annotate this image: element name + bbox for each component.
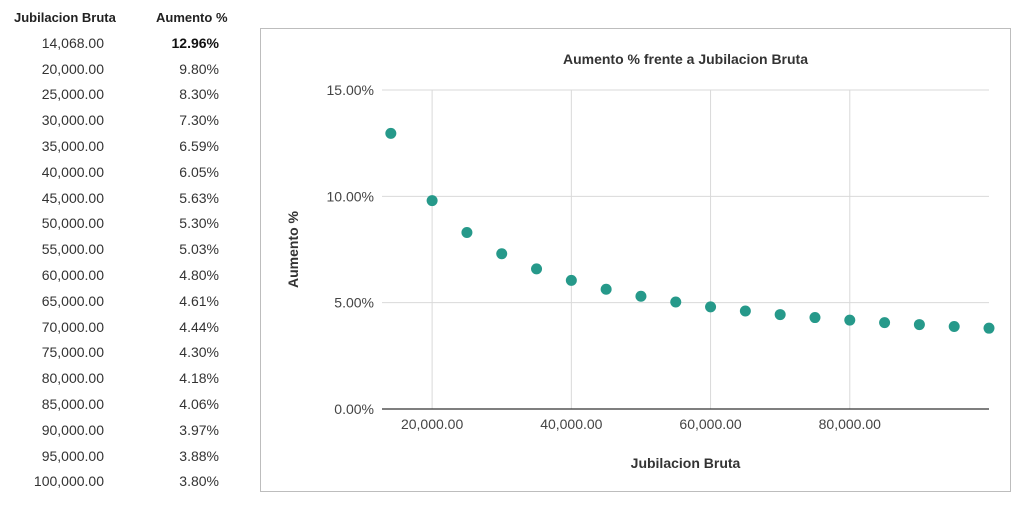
table-row: 75,000.00 4.30% <box>0 340 250 366</box>
data-point <box>496 248 508 260</box>
table-row: 25,000.00 8.30% <box>0 82 250 108</box>
cell-aumento[interactable]: 5.63% <box>179 189 219 206</box>
table-row: 65,000.00 4.61% <box>0 288 250 314</box>
table-row: 20,000.00 9.80% <box>0 56 250 82</box>
data-point <box>385 127 397 139</box>
cell-jubilacion[interactable]: 100,000.00 <box>33 473 104 490</box>
table-row: 95,000.00 3.88% <box>0 443 250 469</box>
data-point <box>600 283 612 295</box>
x-tick-label: 60,000.00 <box>679 416 741 432</box>
data-table: Jubilacion Bruta Aumento % 14,068.00 12.9… <box>0 4 250 494</box>
table-row: 60,000.00 4.80% <box>0 262 250 288</box>
column-header-aumento[interactable]: Aumento % <box>156 9 228 25</box>
table-row: 100,000.00 3.80% <box>0 469 250 495</box>
cell-aumento[interactable]: 3.97% <box>179 421 219 438</box>
cell-aumento[interactable]: 3.88% <box>179 447 219 464</box>
data-point <box>461 226 473 238</box>
cell-aumento[interactable]: 6.05% <box>179 163 219 180</box>
data-point <box>983 322 995 334</box>
cell-jubilacion[interactable]: 55,000.00 <box>41 241 104 258</box>
x-tick-label: 40,000.00 <box>540 416 602 432</box>
cell-jubilacion[interactable]: 35,000.00 <box>41 138 104 155</box>
x-tick-label: 20,000.00 <box>401 416 463 432</box>
data-point <box>426 195 438 207</box>
table-row: 40,000.00 6.05% <box>0 159 250 185</box>
table-row: 90,000.00 3.97% <box>0 417 250 443</box>
table-row: 14,068.00 12.96% <box>0 30 250 56</box>
cell-jubilacion[interactable]: 65,000.00 <box>41 292 104 309</box>
cell-aumento[interactable]: 4.61% <box>179 292 219 309</box>
cell-jubilacion[interactable]: 75,000.00 <box>41 344 104 361</box>
cell-aumento[interactable]: 4.80% <box>179 267 219 284</box>
table-row: 85,000.00 4.06% <box>0 391 250 417</box>
cell-jubilacion[interactable]: 90,000.00 <box>41 421 104 438</box>
table-row: 50,000.00 5.30% <box>0 211 250 237</box>
data-point <box>531 263 543 275</box>
y-tick-label: 5.00% <box>334 295 374 311</box>
y-axis-title: Aumento % <box>285 210 301 288</box>
cell-aumento[interactable]: 3.80% <box>179 473 219 490</box>
cell-jubilacion[interactable]: 60,000.00 <box>41 267 104 284</box>
x-axis-title: Jubilacion Bruta <box>631 455 741 471</box>
cell-aumento[interactable]: 7.30% <box>179 112 219 129</box>
y-tick-label: 10.00% <box>327 188 374 204</box>
data-point <box>913 319 925 331</box>
table-header-row: Jubilacion Bruta Aumento % <box>0 4 250 30</box>
table-row: 70,000.00 4.44% <box>0 314 250 340</box>
column-header-jubilacion[interactable]: Jubilacion Bruta <box>14 9 116 25</box>
cell-aumento[interactable]: 12.96% <box>171 34 219 51</box>
data-point <box>670 296 682 308</box>
cell-aumento[interactable]: 6.59% <box>179 138 219 155</box>
data-point <box>635 290 647 302</box>
table-row: 55,000.00 5.03% <box>0 236 250 262</box>
cell-aumento[interactable]: 4.44% <box>179 318 219 335</box>
cell-jubilacion[interactable]: 85,000.00 <box>41 396 104 413</box>
data-point <box>774 309 786 321</box>
data-point <box>739 305 751 317</box>
scatter-chart[interactable]: Aumento % frente a Jubilacion Bruta 0.00%… <box>260 28 1011 492</box>
cell-jubilacion[interactable]: 14,068.00 <box>41 34 104 51</box>
cell-jubilacion[interactable]: 45,000.00 <box>41 189 104 206</box>
y-tick-label: 15.00% <box>327 82 374 98</box>
cell-aumento[interactable]: 5.03% <box>179 241 219 258</box>
data-point <box>809 312 821 324</box>
cell-aumento[interactable]: 4.30% <box>179 344 219 361</box>
cell-jubilacion[interactable]: 50,000.00 <box>41 215 104 232</box>
cell-jubilacion[interactable]: 70,000.00 <box>41 318 104 335</box>
cell-jubilacion[interactable]: 30,000.00 <box>41 112 104 129</box>
cell-aumento[interactable]: 5.30% <box>179 215 219 232</box>
table-body: 14,068.00 12.96% 20,000.00 9.80% 25,000.00 8.… <box>0 30 250 494</box>
cell-aumento[interactable]: 8.30% <box>179 86 219 103</box>
data-point <box>565 274 577 286</box>
table-row: 45,000.00 5.63% <box>0 185 250 211</box>
data-point <box>879 317 891 329</box>
chart-svg: Aumento % frente a Jubilacion Bruta 0.00%… <box>285 51 995 471</box>
chart-title: Aumento % frente a Jubilacion Bruta <box>563 51 808 67</box>
cell-jubilacion[interactable]: 80,000.00 <box>41 370 104 387</box>
x-tick-label: 80,000.00 <box>819 416 881 432</box>
cell-jubilacion[interactable]: 20,000.00 <box>41 60 104 77</box>
table-row: 80,000.00 4.18% <box>0 365 250 391</box>
table-row: 35,000.00 6.59% <box>0 133 250 159</box>
cell-jubilacion[interactable]: 25,000.00 <box>41 86 104 103</box>
data-point <box>948 320 960 332</box>
cell-jubilacion[interactable]: 95,000.00 <box>41 447 104 464</box>
table-row: 30,000.00 7.30% <box>0 107 250 133</box>
cell-aumento[interactable]: 4.18% <box>179 370 219 387</box>
data-point <box>705 301 717 313</box>
y-tick-label: 0.00% <box>334 401 374 417</box>
cell-aumento[interactable]: 9.80% <box>179 60 219 77</box>
cell-aumento[interactable]: 4.06% <box>179 396 219 413</box>
cell-jubilacion[interactable]: 40,000.00 <box>41 163 104 180</box>
data-point <box>844 314 856 326</box>
